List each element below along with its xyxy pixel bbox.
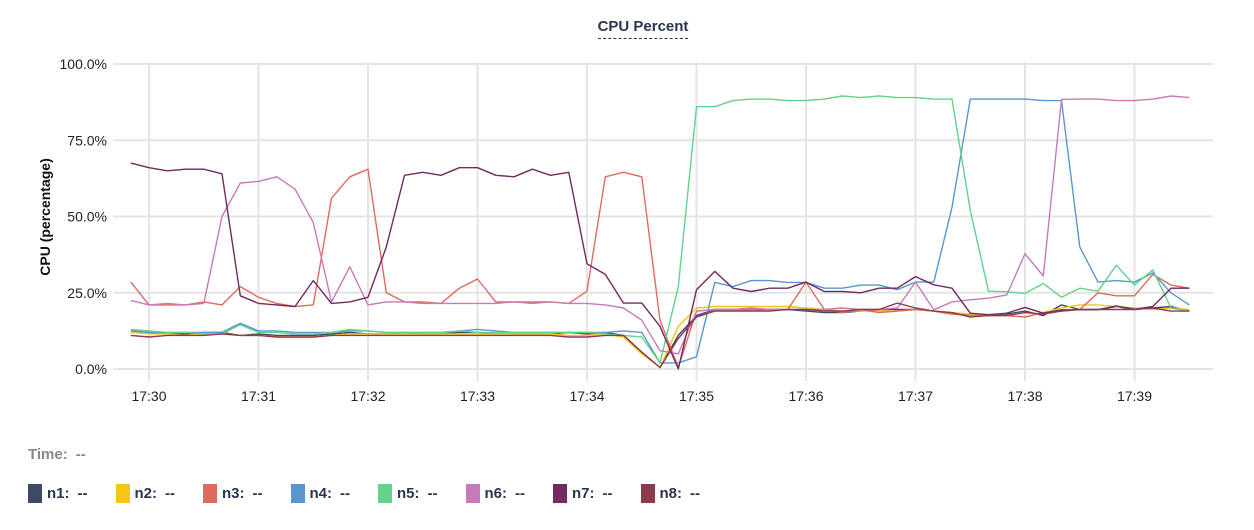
series-line-n2[interactable] [130,304,1190,369]
legend-label: n1: [47,485,70,502]
x-tick-label: 17:36 [788,388,823,404]
legend-item-n3[interactable]: n3: -- [203,484,263,503]
legend-item-n4[interactable]: n4: -- [290,484,350,503]
x-tick-label: 17:31 [241,388,276,404]
legend-value: -- [77,485,88,502]
legend-value: -- [690,485,700,502]
legend-value: -- [515,485,525,502]
series-line-n5[interactable] [130,95,1190,364]
time-value: -- [75,446,86,463]
legend-item-n8[interactable]: n8: -- [640,484,700,503]
legend-label: n4: [309,485,333,502]
y-tick-labels: 0.0% 25.0% 50.0% 75.0% 100.0% [60,56,107,377]
y-tick-label: 50.0% [67,209,107,225]
legend-label: n3: [222,485,245,502]
x-tick-label: 17:33 [460,388,495,404]
legend-label: n6: [484,485,508,502]
x-tick-label: 17:32 [350,388,385,404]
y-tick-label: 0.0% [75,361,107,377]
chart-title[interactable]: CPU Percent [0,18,1254,39]
legend-label: n5: [397,485,420,502]
series-line-n8[interactable] [130,302,1190,369]
y-tick-label: 75.0% [67,132,107,148]
time-label: Time: [28,446,68,463]
legend-swatch [640,484,655,503]
series-line-n4[interactable] [130,98,1190,364]
grid [113,62,1213,381]
chart-title-text[interactable]: CPU Percent [597,18,689,39]
legend-swatch [378,484,392,503]
legend-item-n7[interactable]: n7: -- [553,484,613,503]
legend-item-n2[interactable]: n2: -- [115,484,175,503]
legend-label: n7: [572,485,595,502]
legend-label: n2: [134,485,158,502]
legend-label: n8: [659,485,683,502]
legend-swatch [553,484,567,503]
x-tick-label: 17:34 [569,388,604,404]
x-tick-label: 17:35 [679,388,714,404]
x-tick-label: 17:37 [898,388,933,404]
x-tick-label: 17:30 [131,388,166,404]
y-tick-label: 25.0% [67,285,107,301]
series-lines [130,95,1190,370]
hover-time-readout: Time: -- [28,446,86,463]
x-tick-labels: 17:30 17:31 17:32 17:33 17:34 17:35 17:36 17:37… [131,388,1152,404]
series-line-n1[interactable] [130,304,1190,369]
series-line-n3[interactable] [130,168,1190,369]
series-line-n6[interactable] [130,95,1190,355]
legend-value: -- [252,485,263,502]
legend-value: -- [165,485,175,502]
legend-value: -- [340,485,350,502]
legend-item-n6[interactable]: n6: -- [465,484,525,503]
series-line-n7[interactable] [130,162,1190,370]
legend-value: -- [602,485,613,502]
legend-swatch [290,484,305,503]
y-tick-label: 100.0% [60,56,107,72]
legend: n1: -- n2: -- n3: -- n4: -- n5: -- n6: -- n7: -- n8: -- [28,484,728,503]
y-axis-title: CPU (percentage) [37,158,53,275]
x-tick-label: 17:38 [1007,388,1042,404]
legend-swatch [465,484,480,503]
legend-swatch [203,484,217,503]
legend-item-n1[interactable]: n1: -- [28,484,88,503]
legend-swatch [115,484,130,503]
legend-swatch [28,484,42,503]
legend-value: -- [427,485,438,502]
legend-item-n5[interactable]: n5: -- [378,484,438,503]
x-tick-label: 17:39 [1117,388,1152,404]
